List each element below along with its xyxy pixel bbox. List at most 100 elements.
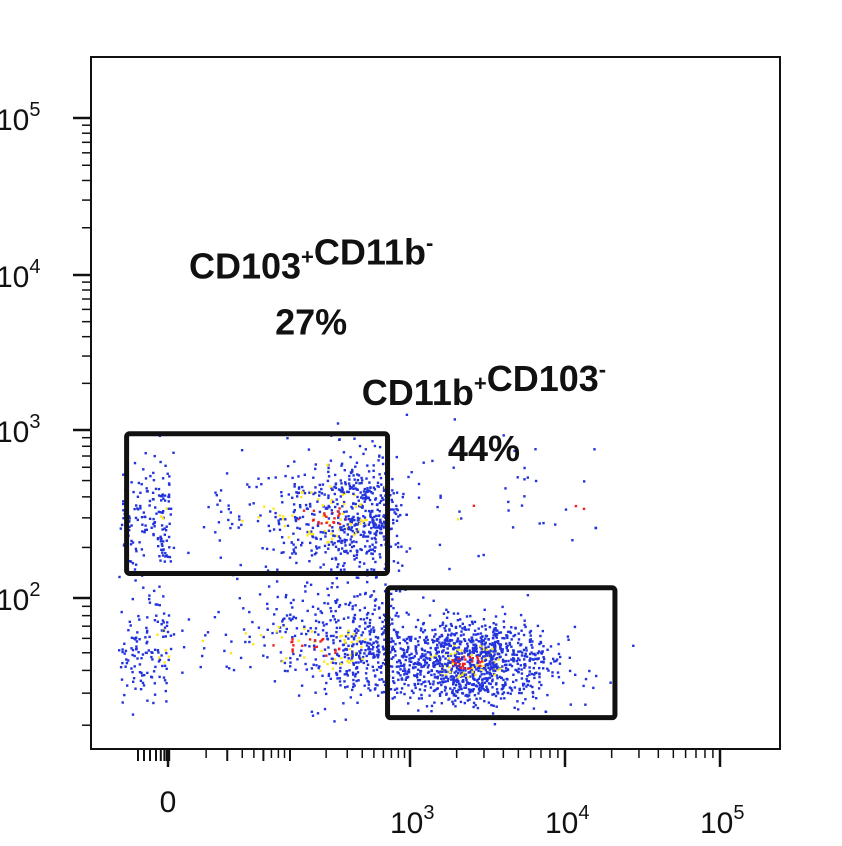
event-dot bbox=[377, 665, 381, 669]
event-dot bbox=[435, 652, 438, 655]
event-dot bbox=[440, 643, 443, 646]
event-dot bbox=[461, 669, 464, 672]
event-dot bbox=[436, 662, 439, 666]
event-dot bbox=[122, 500, 125, 503]
event-dot bbox=[356, 550, 359, 554]
event-dot bbox=[467, 682, 471, 685]
event-dot bbox=[487, 682, 491, 685]
event-dot bbox=[140, 483, 143, 486]
event-dot bbox=[320, 611, 324, 615]
event-dot bbox=[372, 652, 375, 655]
event-dot bbox=[341, 547, 344, 550]
event-dot bbox=[152, 533, 155, 537]
event-dot bbox=[311, 512, 314, 516]
event-dot bbox=[461, 691, 464, 695]
event-dot bbox=[229, 652, 233, 655]
event-dot bbox=[297, 538, 300, 541]
gate-marker-name: CD103 bbox=[487, 358, 599, 399]
event-dot bbox=[510, 664, 514, 668]
event-dot bbox=[232, 668, 236, 672]
event-dot bbox=[465, 678, 468, 682]
event-dot bbox=[438, 670, 441, 673]
event-dot bbox=[490, 665, 493, 669]
event-dot bbox=[452, 694, 455, 697]
event-dot bbox=[340, 490, 343, 493]
event-dot bbox=[392, 656, 395, 659]
event-dot bbox=[343, 673, 346, 676]
event-dot bbox=[491, 712, 495, 715]
event-dot bbox=[383, 658, 387, 661]
event-dot bbox=[355, 553, 359, 557]
event-dot bbox=[396, 631, 400, 634]
event-dot bbox=[332, 615, 335, 618]
event-dot bbox=[458, 640, 461, 643]
event-dot bbox=[457, 648, 460, 651]
event-dot bbox=[374, 541, 378, 544]
event-dot bbox=[311, 532, 315, 536]
event-dot bbox=[479, 644, 482, 648]
event-dot bbox=[151, 658, 154, 661]
event-dot bbox=[536, 624, 540, 628]
event-dot bbox=[524, 652, 527, 655]
event-dot bbox=[453, 692, 456, 696]
event-dot bbox=[317, 520, 320, 524]
event-dot bbox=[528, 666, 531, 669]
event-dot bbox=[340, 541, 343, 545]
event-dot bbox=[292, 644, 295, 647]
event-dot bbox=[240, 523, 243, 527]
event-dot bbox=[135, 636, 138, 639]
event-dot bbox=[507, 659, 510, 663]
event-dot bbox=[342, 451, 346, 454]
event-dot bbox=[268, 529, 272, 533]
event-dot bbox=[312, 644, 316, 647]
event-dot bbox=[391, 489, 394, 492]
event-dot bbox=[282, 515, 285, 518]
event-dot bbox=[295, 561, 298, 565]
event-dot bbox=[282, 518, 285, 521]
event-dot bbox=[354, 522, 358, 526]
event-dot bbox=[118, 575, 121, 579]
event-dot bbox=[132, 677, 136, 680]
event-dot bbox=[371, 548, 374, 551]
event-dot bbox=[364, 493, 367, 496]
event-dot bbox=[447, 666, 451, 669]
event-dot bbox=[391, 676, 395, 679]
event-dot bbox=[405, 550, 408, 553]
event-dot bbox=[488, 642, 492, 646]
event-dot bbox=[335, 577, 338, 580]
event-dot bbox=[346, 523, 349, 526]
event-dot bbox=[310, 530, 313, 533]
event-dot bbox=[374, 687, 377, 690]
event-dot bbox=[131, 713, 135, 716]
event-dot bbox=[422, 596, 425, 599]
event-dot bbox=[366, 496, 369, 499]
event-dot bbox=[370, 537, 374, 540]
event-dot bbox=[327, 543, 331, 546]
event-dot bbox=[457, 652, 461, 655]
event-dot bbox=[392, 508, 395, 511]
event-dot bbox=[395, 611, 399, 615]
event-dot bbox=[352, 662, 355, 665]
event-dot bbox=[303, 656, 306, 659]
event-dot bbox=[442, 649, 445, 652]
event-dot bbox=[404, 678, 407, 681]
event-dot bbox=[156, 633, 159, 636]
event-dot bbox=[461, 680, 464, 683]
event-dot bbox=[377, 654, 380, 657]
event-dot bbox=[528, 659, 531, 663]
event-dot bbox=[343, 550, 347, 553]
event-dot bbox=[318, 546, 321, 549]
event-dot bbox=[331, 582, 334, 585]
event-dot bbox=[367, 509, 371, 513]
event-dot bbox=[457, 646, 461, 649]
event-dot bbox=[487, 701, 491, 704]
event-dot bbox=[165, 667, 168, 670]
event-dot bbox=[345, 648, 349, 651]
event-dot bbox=[131, 648, 135, 652]
event-dot bbox=[366, 464, 369, 467]
event-dot bbox=[436, 646, 439, 649]
event-dot bbox=[299, 654, 302, 657]
event-dot bbox=[392, 648, 396, 651]
event-dot bbox=[206, 631, 210, 634]
event-dot bbox=[412, 656, 415, 659]
